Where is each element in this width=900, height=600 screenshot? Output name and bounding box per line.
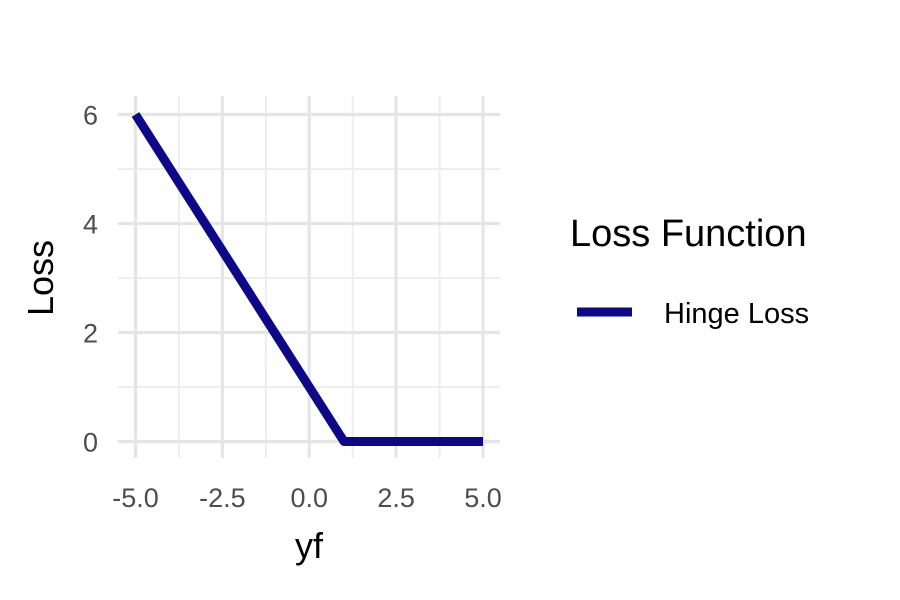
x-tick-label: -5.0 bbox=[112, 483, 159, 513]
x-tick-label: 5.0 bbox=[464, 483, 502, 513]
grid bbox=[118, 96, 500, 458]
series-layer bbox=[131, 112, 483, 446]
y-axis-ticks: 0 2 4 6 bbox=[83, 101, 98, 458]
x-axis-title: yf bbox=[295, 525, 324, 566]
x-axis-ticks: -5.0 -2.5 0.0 2.5 5.0 bbox=[112, 483, 502, 513]
x-tick-label: 0.0 bbox=[290, 483, 328, 513]
y-axis-title: Loss bbox=[20, 240, 61, 316]
y-tick-label: 4 bbox=[83, 210, 98, 240]
x-tick-label: -2.5 bbox=[199, 483, 246, 513]
y-tick-label: 2 bbox=[83, 319, 98, 349]
series-line-hinge-loss bbox=[131, 112, 483, 446]
legend: Loss Function Hinge Loss bbox=[570, 213, 809, 330]
legend-label-hinge-loss: Hinge Loss bbox=[664, 298, 809, 330]
x-tick-label: 2.5 bbox=[377, 483, 415, 513]
y-tick-label: 0 bbox=[83, 428, 98, 458]
legend-title: Loss Function bbox=[570, 213, 807, 255]
y-tick-label: 6 bbox=[83, 101, 98, 131]
